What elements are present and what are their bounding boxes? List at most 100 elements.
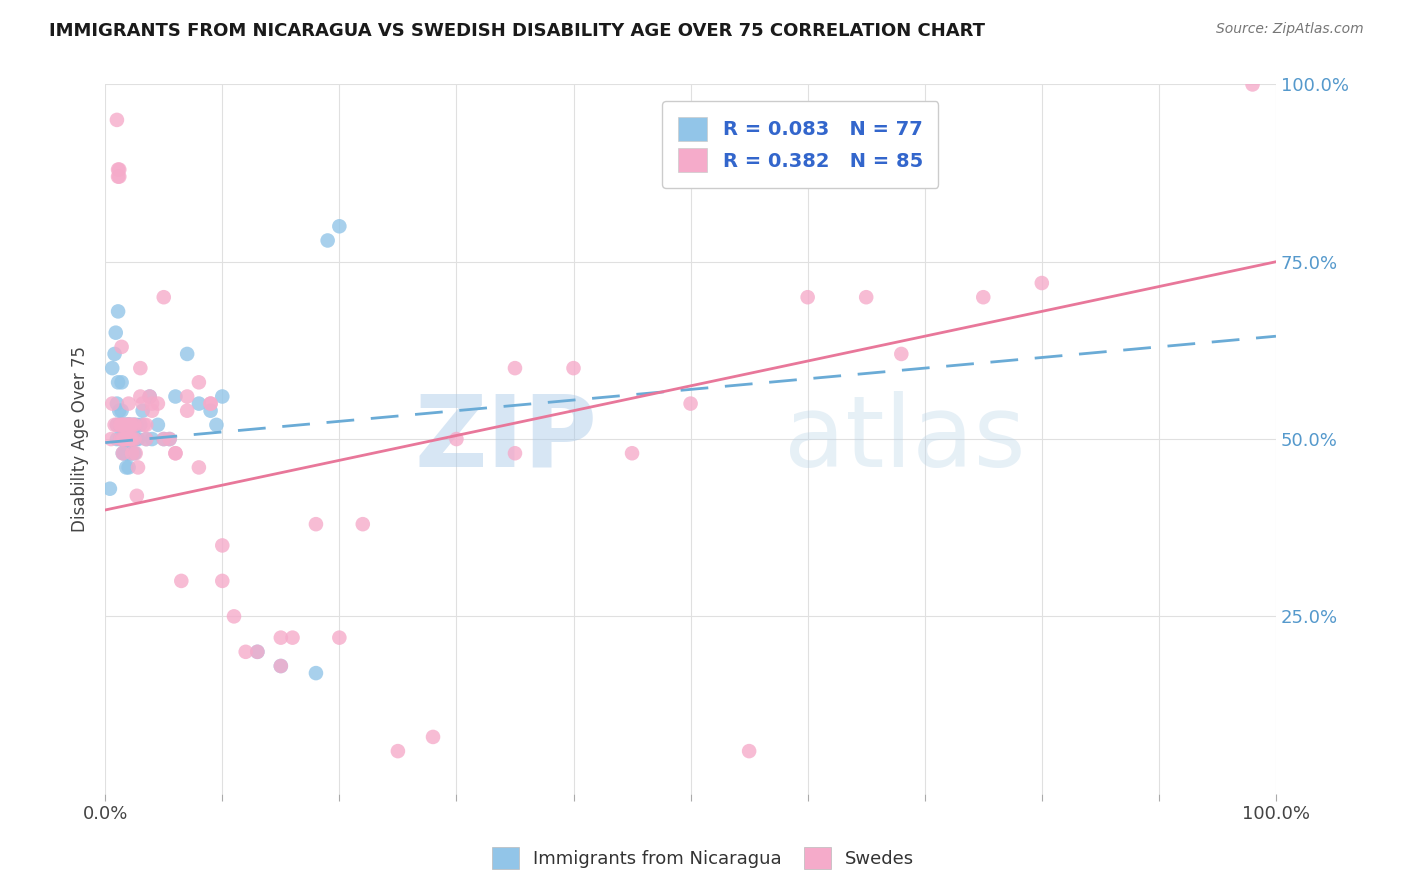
Point <box>105 112 128 127</box>
Point <box>111 432 134 446</box>
Point <box>117 432 139 446</box>
Point <box>503 361 526 376</box>
Point <box>105 432 128 446</box>
Point <box>127 460 149 475</box>
Point <box>187 396 209 410</box>
Point <box>111 446 134 460</box>
Point <box>138 390 160 404</box>
Point <box>200 396 222 410</box>
Point <box>138 390 160 404</box>
Point <box>129 361 152 376</box>
Point <box>117 432 139 446</box>
Point <box>176 403 198 417</box>
Point <box>890 347 912 361</box>
Text: Source: ZipAtlas.com: Source: ZipAtlas.com <box>1216 22 1364 37</box>
Point <box>117 446 139 460</box>
Point <box>117 417 139 432</box>
Point <box>107 169 129 184</box>
Point <box>246 645 269 659</box>
Point <box>115 432 138 446</box>
Point <box>110 432 132 446</box>
Point <box>111 446 134 460</box>
Point <box>98 482 121 496</box>
Point <box>316 234 339 248</box>
Point <box>146 417 169 432</box>
Point <box>114 432 136 446</box>
Point <box>105 417 128 432</box>
Point <box>112 446 135 460</box>
Point <box>135 417 157 432</box>
Point <box>211 390 233 404</box>
Point <box>111 417 134 432</box>
Point <box>131 396 153 410</box>
Point <box>117 417 139 432</box>
Point <box>111 417 134 432</box>
Point <box>110 432 132 446</box>
Point <box>152 432 174 446</box>
Point <box>122 417 145 432</box>
Point <box>115 446 138 460</box>
Point <box>125 489 148 503</box>
Point <box>117 432 139 446</box>
Point <box>110 432 132 446</box>
Point <box>108 169 131 184</box>
Point <box>115 417 138 432</box>
Point <box>328 631 350 645</box>
Point <box>114 432 136 446</box>
Point <box>328 219 350 234</box>
Point <box>146 396 169 410</box>
Point <box>165 446 187 460</box>
Point <box>110 403 132 417</box>
Point <box>152 290 174 304</box>
Point <box>117 417 139 432</box>
Text: ZIP: ZIP <box>413 391 598 488</box>
Point <box>246 645 269 659</box>
Point <box>503 446 526 460</box>
Point <box>107 304 129 318</box>
Point <box>125 417 148 432</box>
Point <box>112 432 135 446</box>
Point <box>117 417 139 432</box>
Point <box>165 446 187 460</box>
Point <box>117 432 139 446</box>
Point <box>187 460 209 475</box>
Point <box>101 361 124 376</box>
Point <box>115 432 138 446</box>
Point <box>115 417 138 432</box>
Point <box>115 432 138 446</box>
Point <box>187 376 209 390</box>
Point <box>117 432 139 446</box>
Point <box>1031 276 1053 290</box>
Point <box>211 574 233 588</box>
Point <box>108 162 131 177</box>
Point <box>120 417 142 432</box>
Point <box>121 432 143 446</box>
Point <box>117 417 139 432</box>
Point <box>270 659 292 673</box>
Point <box>105 396 128 410</box>
Point <box>107 376 129 390</box>
Point <box>122 417 145 432</box>
Point <box>738 744 761 758</box>
Point <box>152 432 174 446</box>
Point <box>124 446 146 460</box>
Point <box>108 403 131 417</box>
Point <box>110 376 132 390</box>
Point <box>679 396 702 410</box>
Point <box>141 403 163 417</box>
Text: IMMIGRANTS FROM NICARAGUA VS SWEDISH DISABILITY AGE OVER 75 CORRELATION CHART: IMMIGRANTS FROM NICARAGUA VS SWEDISH DIS… <box>49 22 986 40</box>
Point <box>107 162 129 177</box>
Point <box>110 340 132 354</box>
Point <box>305 666 328 681</box>
Point <box>222 609 245 624</box>
Point <box>114 446 136 460</box>
Point <box>103 347 125 361</box>
Point <box>121 446 143 460</box>
Point <box>112 417 135 432</box>
Point <box>176 347 198 361</box>
Legend: R = 0.083   N = 77, R = 0.382   N = 85: R = 0.083 N = 77, R = 0.382 N = 85 <box>662 102 938 187</box>
Point <box>200 396 222 410</box>
Point <box>132 417 155 432</box>
Point <box>124 432 146 446</box>
Point <box>120 417 142 432</box>
